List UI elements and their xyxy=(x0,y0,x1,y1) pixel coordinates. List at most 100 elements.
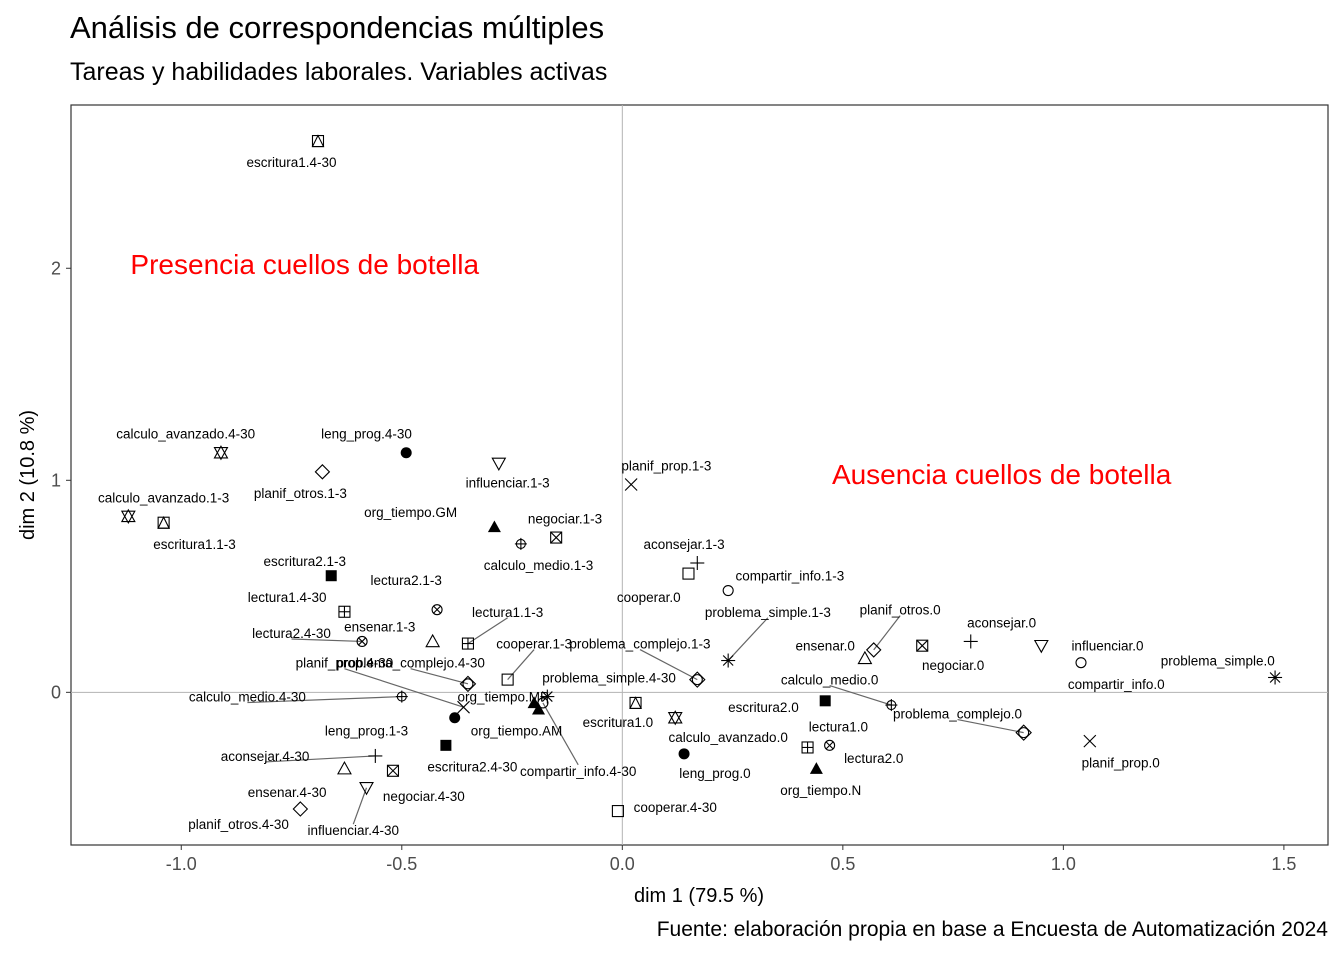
chart-subtitle: Tareas y habilidades laborales. Variable… xyxy=(70,58,608,86)
point-marker-filled-square xyxy=(325,570,337,582)
point-marker-filled-square xyxy=(440,739,452,751)
x-axis: -1.0 -0.5 0.0 0.5 1.0 1.5 xyxy=(166,845,1296,874)
point-marker-cross-x xyxy=(1083,734,1097,748)
point-label: compartir_info.0 xyxy=(1068,677,1165,692)
mca-scatter-plot: escritura1.4-30 calculo_avanzado.4-30calc… xyxy=(17,104,1329,907)
point-marker-diamond xyxy=(314,464,331,480)
point-marker-circle-plus xyxy=(885,699,898,712)
point-marker-filled-circle xyxy=(678,748,690,760)
point-label: calculo_avanzado.0 xyxy=(668,730,787,745)
point-marker-star-david xyxy=(667,710,683,726)
point-marker-cross-x xyxy=(457,700,470,714)
point-label: cooperar.1-3 xyxy=(496,637,572,652)
x-tick-label: -0.5 xyxy=(386,854,417,874)
point-label: aconsejar.0 xyxy=(967,615,1036,630)
point-marker-square xyxy=(501,673,514,686)
point-label: lectura2.0 xyxy=(844,751,903,766)
point-marker-circle-diamond xyxy=(1015,724,1032,741)
point-marker-filled-square xyxy=(819,695,831,707)
x-axis-title: dim 1 (79.5 %) xyxy=(634,885,764,907)
point-label: ensenar.1-3 xyxy=(344,620,415,635)
point-marker-triangle xyxy=(337,761,352,775)
point-marker-circle xyxy=(537,697,549,709)
point-label: aconsejar.1-3 xyxy=(644,537,725,552)
point-label: negociar.1-3 xyxy=(528,511,602,526)
caption: Fuente: elaboración propia en base a Enc… xyxy=(656,918,1328,941)
point-marker-circle-diamond xyxy=(459,675,477,693)
point-label: leng_prog.4-30 xyxy=(321,427,412,442)
leader-line xyxy=(352,787,368,825)
point-label: problema_complejo.4-30 xyxy=(336,656,485,671)
point-marker-square xyxy=(682,567,695,580)
point-marker-star-david xyxy=(213,445,229,461)
point-label: escritura1.1-3 xyxy=(153,537,236,552)
point-marker-square-x xyxy=(386,764,400,777)
point-label: escritura1.4-30 xyxy=(247,155,337,170)
point-label: lectura2.4-30 xyxy=(252,626,331,641)
point-marker-asterisk xyxy=(721,653,736,668)
leader-line xyxy=(291,638,363,643)
point-label: lectura1.1-3 xyxy=(472,605,543,620)
leader-line xyxy=(247,695,402,704)
point-label: org_tiempo.GM xyxy=(364,505,457,520)
point-label: problema_complejo.1-3 xyxy=(569,637,710,652)
point-label: ensenar.0 xyxy=(796,639,855,654)
point-marker-square xyxy=(611,805,624,818)
point-label: planif_prop.4-30 xyxy=(296,656,394,671)
x-tick-label: 0.0 xyxy=(610,854,635,874)
y-tick-label: 0 xyxy=(51,682,61,702)
point-label: influenciar.0 xyxy=(1071,639,1143,654)
point-marker-filled-circle xyxy=(449,712,461,724)
point-label: planif_otros.4-30 xyxy=(188,817,289,832)
point-marker-circle-x xyxy=(431,604,443,616)
leader-line xyxy=(265,755,376,763)
leader-line xyxy=(467,617,508,645)
x-tick-label: 1.0 xyxy=(1051,854,1076,874)
point-label: problema_simple.0 xyxy=(1161,654,1275,669)
point-marker-filled-circle xyxy=(400,447,412,459)
point-label: cooperar.0 xyxy=(617,590,681,605)
annotation-label: Ausencia cuellos de botella xyxy=(832,459,1172,490)
point-marker-plus xyxy=(963,634,978,649)
point-label: org_tiempo.MP xyxy=(457,690,549,705)
point-marker-square-plus xyxy=(801,741,814,754)
point-marker-square-x xyxy=(916,639,929,652)
point-label: escritura1.0 xyxy=(583,715,654,730)
x-tick-label: 0.5 xyxy=(830,854,855,874)
point-marker-plus xyxy=(690,555,705,570)
leader-line xyxy=(344,668,464,708)
leader-line xyxy=(410,668,469,685)
y-axis: 0 1 2 xyxy=(51,258,71,702)
point-label: org_tiempo.N xyxy=(780,783,861,798)
point-label: calculo_medio.0 xyxy=(781,673,879,688)
point-marker-asterisk xyxy=(540,689,555,704)
annotations: Presencia cuellos de botella Ausencia cue… xyxy=(130,249,1171,490)
x-tick-label: 1.5 xyxy=(1271,854,1296,874)
point-marker-square-triangle xyxy=(629,696,642,709)
point-label: lectura1.4-30 xyxy=(248,590,327,605)
point-marker-triangle xyxy=(857,650,873,665)
leader-line xyxy=(957,718,1024,734)
point-label: problema_simple.4-30 xyxy=(542,670,676,685)
leader-line xyxy=(542,702,579,766)
point-marker-circle xyxy=(1075,657,1087,669)
plot-panel xyxy=(70,104,1329,846)
x-tick-label: -1.0 xyxy=(166,854,197,874)
point-marker-diamond xyxy=(865,642,882,658)
point-label: aconsejar.4-30 xyxy=(221,749,310,764)
point-label: ensenar.4-30 xyxy=(248,785,327,800)
point-label: lectura1.0 xyxy=(809,719,868,734)
point-marker-asterisk xyxy=(1268,670,1283,685)
point-marker-triangle-down xyxy=(491,457,507,471)
point-marker-cross-x xyxy=(624,478,638,491)
point-label: compartir_info.1-3 xyxy=(736,569,845,584)
point-label: planif_otros.0 xyxy=(860,603,941,618)
y-tick-label: 2 xyxy=(51,258,61,278)
point-label: calculo_medio.1-3 xyxy=(484,558,594,573)
point-marker-circle-plus xyxy=(395,690,408,703)
point-marker-diamond xyxy=(292,801,309,817)
point-marker-square-triangle xyxy=(157,515,171,529)
y-axis-title: dim 2 (10.8 %) xyxy=(17,410,39,540)
leader-lines xyxy=(247,615,1024,825)
point-label: leng_prog.1-3 xyxy=(325,724,408,739)
